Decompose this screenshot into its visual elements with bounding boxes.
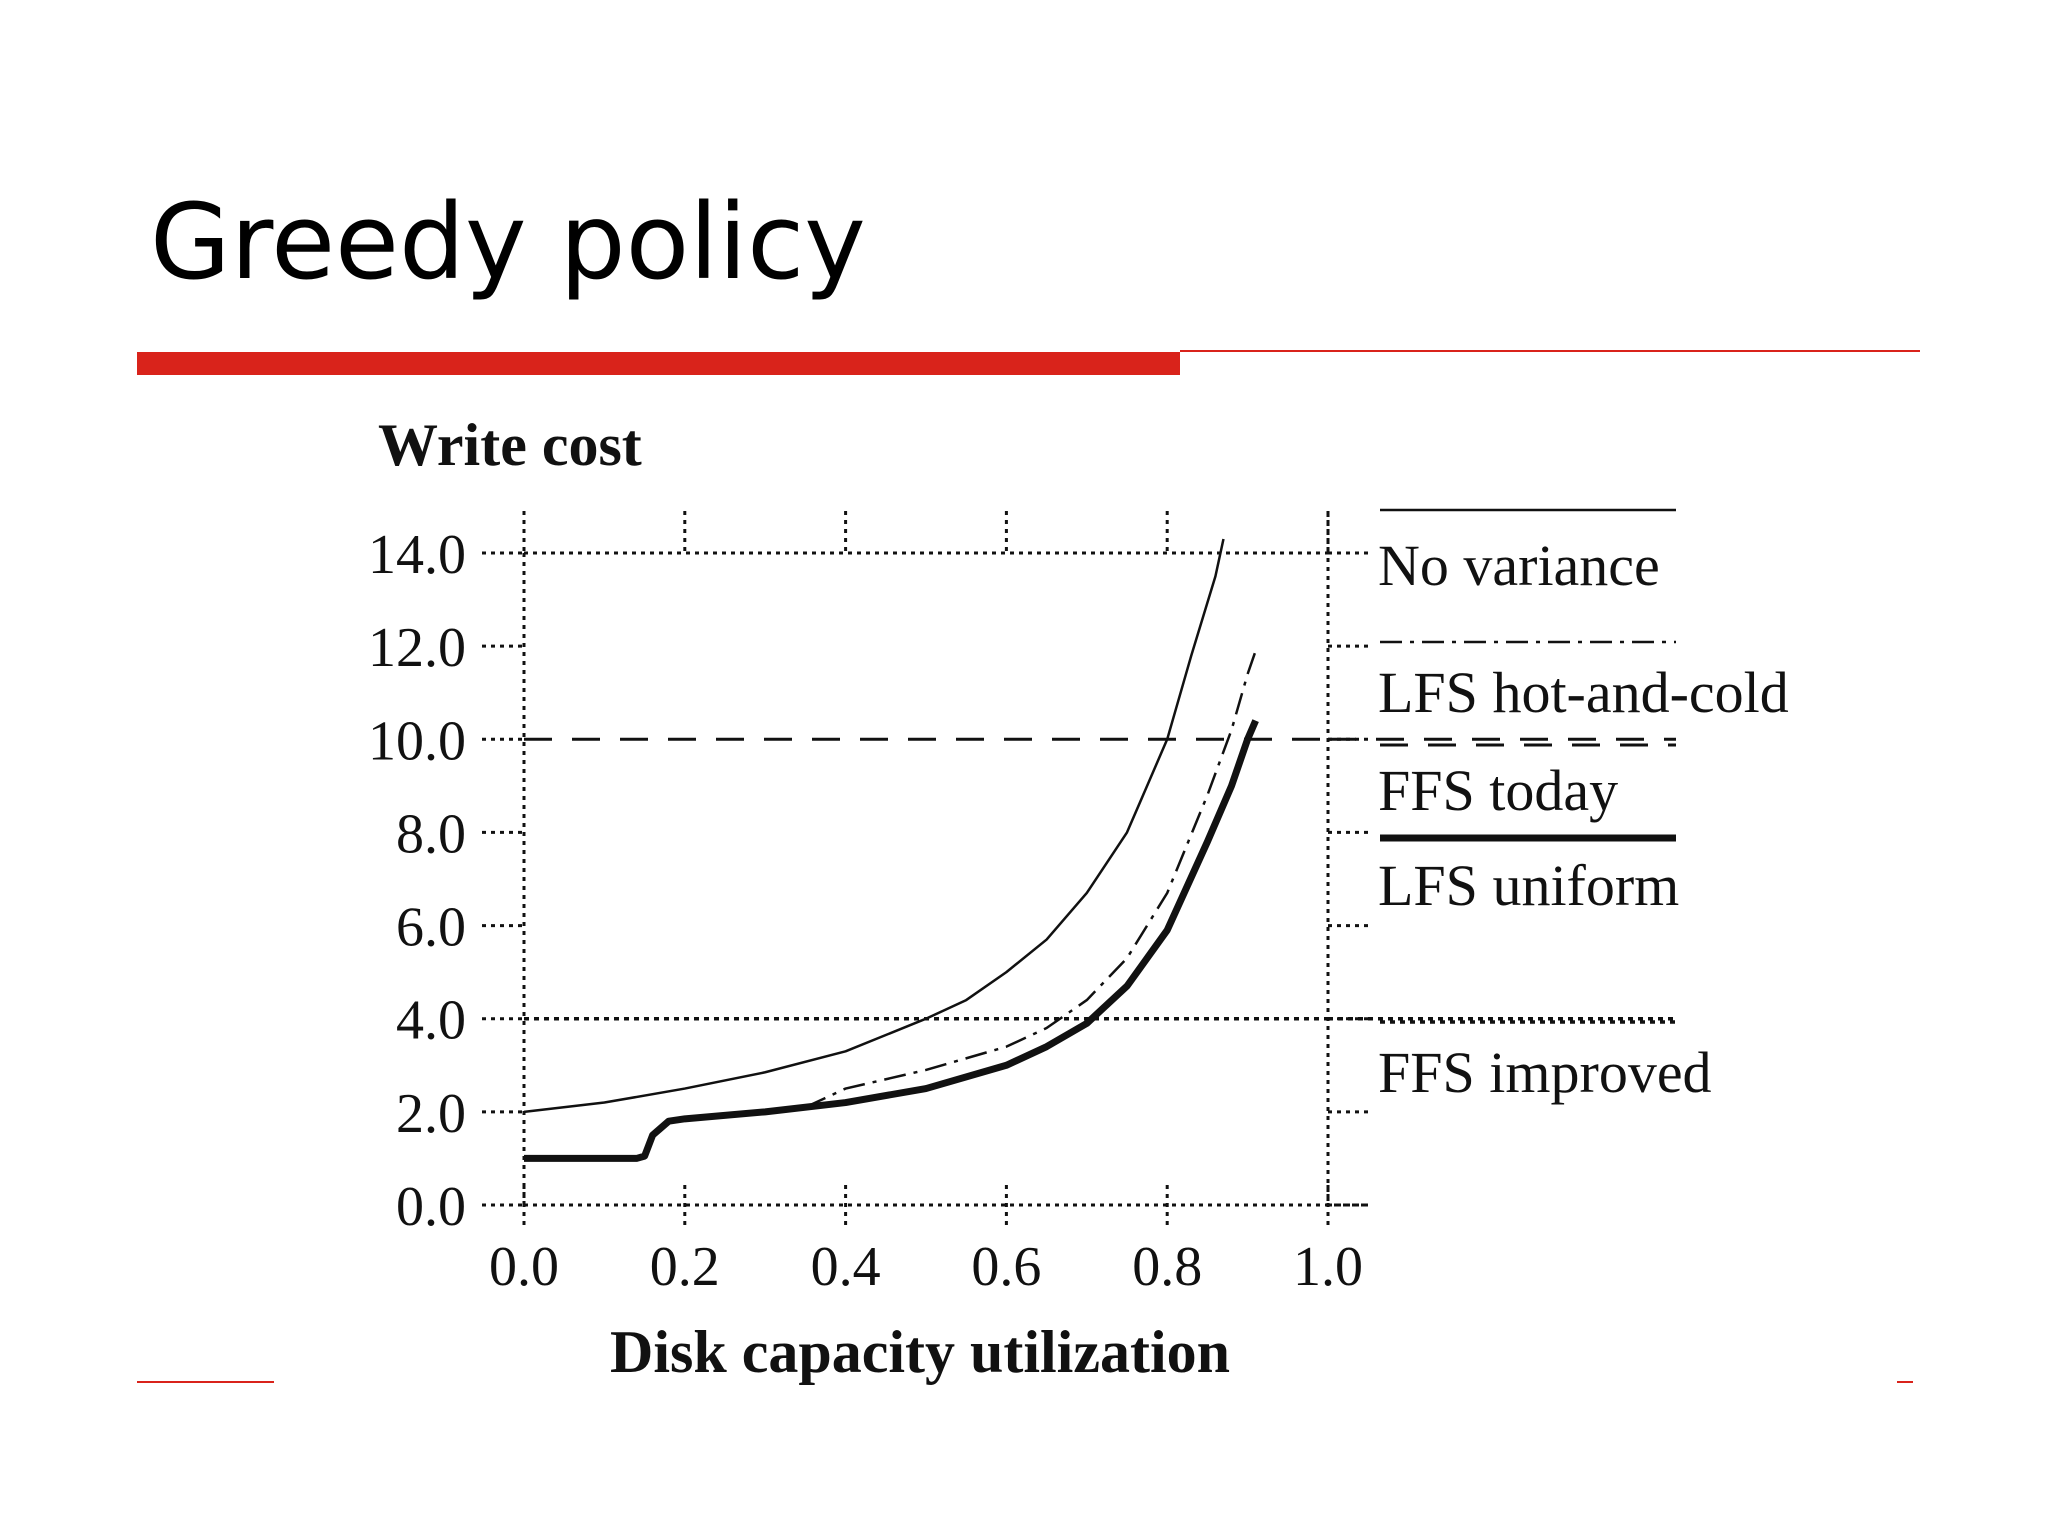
y-tick-label: 12.0	[368, 617, 466, 679]
y-tick-label: 10.0	[368, 710, 466, 772]
y-tick-label: 0.0	[396, 1176, 466, 1238]
y-tick-label: 14.0	[368, 524, 466, 586]
footer-rule-left	[137, 1381, 274, 1383]
series-line-no-variance	[523, 538, 1225, 1114]
x-tick-label: 0.2	[650, 1236, 720, 1298]
plot-frame	[522, 513, 1368, 1207]
title-underline-thin	[1180, 350, 1920, 352]
y-tick-label: 2.0	[396, 1083, 466, 1145]
y-tick-label: 8.0	[396, 803, 466, 865]
slide-title: Greedy policy	[150, 181, 866, 303]
x-tick-label: 0.6	[971, 1236, 1041, 1298]
legend: No variance LFS hot-and-cold FFS today LFS …	[1378, 508, 1789, 1105]
series-lines	[523, 538, 1676, 1162]
x-tick-label: 0.8	[1132, 1236, 1202, 1298]
title-underline-thick	[137, 352, 1180, 375]
y-axis-label: Write cost	[378, 412, 642, 478]
series-line-lfs-uniform	[524, 719, 1259, 1162]
legend-label-lfs-hot-and-cold: LFS hot-and-cold	[1378, 660, 1789, 725]
footer-rule-right	[1897, 1381, 1913, 1383]
legend-label-no-variance: No variance	[1378, 533, 1660, 598]
y-tick-label: 4.0	[396, 990, 466, 1052]
x-axis-label: Disk capacity utilization	[610, 1319, 1230, 1385]
x-tick-label: 0.4	[811, 1236, 881, 1298]
legend-label-ffs-improved: FFS improved	[1378, 1040, 1712, 1105]
x-tick-label: 1.0	[1293, 1236, 1363, 1298]
legend-label-lfs-uniform: LFS uniform	[1378, 853, 1679, 918]
axis-ticks: 0.0 2.0 4.0 6.0 8.0 10.0 12.0 14.0 0.0 0.2 0.4 0.6 0…	[368, 511, 1368, 1298]
y-tick-label: 6.0	[396, 897, 466, 959]
x-tick-label: 0.0	[489, 1236, 559, 1298]
legend-label-ffs-today: FFS today	[1378, 758, 1618, 823]
